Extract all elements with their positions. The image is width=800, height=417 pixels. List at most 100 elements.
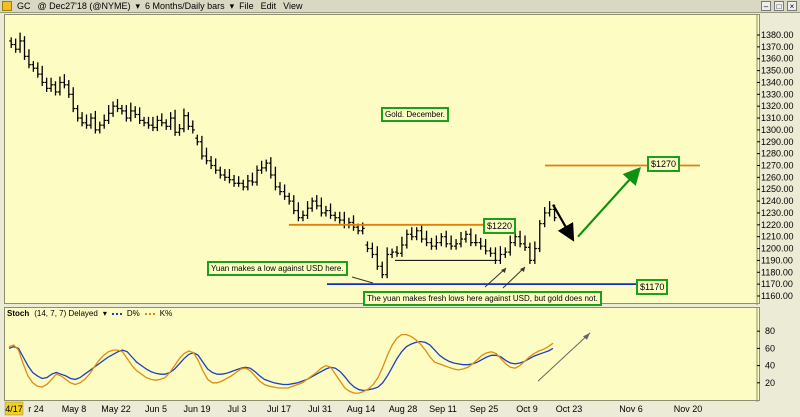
ohlc-bar (273, 166, 278, 191)
y-tick-label: 1260.00 (761, 172, 794, 182)
ohlc-bar (385, 247, 390, 279)
ohlc-bar (218, 166, 223, 179)
y-tick-label: 1370.00 (761, 42, 794, 52)
y-tick-label: 1230.00 (761, 208, 794, 218)
yuan-fresh-pointer (484, 267, 507, 288)
y-tick-label: 1280.00 (761, 149, 794, 159)
ohlc-bar (245, 174, 250, 191)
ohlc-bar (473, 234, 478, 247)
y-tick-label: 1190.00 (761, 255, 793, 265)
ohlc-bar (314, 195, 319, 210)
ohlc-bar (337, 211, 342, 224)
maximize-icon[interactable]: □ (774, 1, 784, 11)
ohlc-bar (80, 112, 85, 127)
y-tick-label: 1340.00 (761, 77, 794, 87)
ohlc-bar (527, 242, 532, 264)
ohlc-bar (177, 123, 182, 136)
ohlc-bar (310, 197, 315, 212)
ohlc-bar (351, 215, 356, 231)
title-bar: GC @ Dec27'18 (@NYME) ▾ 6 Months/Daily b… (0, 0, 800, 13)
x-tick-label: 4/17 (5, 404, 23, 414)
ohlc-bar (97, 121, 102, 134)
ohlc-bar (88, 113, 93, 129)
ohlc-bar (395, 246, 399, 257)
y-tick-label: 1180.00 (761, 267, 793, 277)
x-tick-label: Jun 19 (183, 404, 210, 414)
stoch-y-tick-label: 20 (765, 378, 775, 388)
stochastic-chart-svg[interactable]: 20 40 60 80 (5, 308, 800, 402)
ohlc-bar (155, 115, 160, 132)
x-tick-label: Sep 11 (429, 404, 457, 414)
yuan-low-annotation: Yuan makes a low against USD here. (207, 261, 348, 276)
contract-selector[interactable]: @ Dec27'18 (@NYME) (37, 1, 131, 11)
close-icon[interactable]: × (787, 1, 797, 11)
stoch-y-tick-label: 40 (765, 361, 775, 371)
ohlc-bar (71, 87, 76, 113)
k-line-legend-swatch (144, 312, 155, 315)
ohlc-bar (66, 80, 71, 98)
ohlc-bar (319, 197, 324, 217)
timeframe-selector[interactable]: 6 Months/Daily bars (145, 1, 225, 11)
x-tick-label: r 24 (28, 404, 44, 414)
ohlc-bar (370, 242, 375, 259)
menu-file[interactable]: File (239, 1, 254, 11)
ohlc-bar (493, 247, 498, 264)
contract-dropdown-icon[interactable]: ▾ (135, 1, 141, 11)
y-tick-label: 1310.00 (761, 113, 794, 123)
ohlc-bar (168, 112, 173, 130)
ohlc-bar (102, 114, 107, 129)
symbol-label[interactable]: GC (17, 1, 31, 11)
stoch-params-dropdown-icon[interactable]: ▾ (102, 309, 107, 318)
x-tick-label: Aug 28 (389, 404, 418, 414)
ohlc-bar (142, 116, 147, 127)
ohlc-bar (199, 135, 204, 160)
ohlc-bar (164, 119, 169, 130)
ohlc-bar (419, 224, 424, 243)
price-label-1270: $1270 (647, 156, 681, 172)
ohlc-bar (259, 160, 264, 174)
ohlc-bar (483, 239, 488, 255)
ohlc-bar (503, 247, 508, 259)
ohlc-bar (449, 235, 454, 250)
menu-edit[interactable]: Edit (260, 1, 277, 11)
ohlc-bar (106, 104, 111, 124)
ohlc-bar (454, 239, 459, 250)
ohlc-bar (287, 192, 292, 205)
x-tick-label: Oct 9 (516, 404, 538, 414)
y-tick-label: 1350.00 (761, 66, 794, 76)
ohlc-bar (328, 203, 333, 219)
menu-view[interactable]: View (283, 1, 303, 11)
timeframe-dropdown-icon[interactable]: ▾ (229, 1, 235, 11)
ohlc-bar (93, 110, 98, 134)
ohlc-bar (282, 184, 287, 200)
ohlc-bar (213, 158, 218, 174)
ohlc-bar (414, 227, 419, 241)
ohlc-bar (375, 246, 380, 270)
ohlc-bar (268, 157, 273, 179)
y-tick-label: 1160.00 (761, 291, 793, 301)
ohlc-bar (40, 65, 45, 87)
yuan-fresh-pointer (502, 266, 526, 289)
y-tick-label: 1200.00 (761, 244, 794, 254)
x-tick-label: Jun 5 (145, 404, 167, 414)
ohlc-bar (434, 235, 439, 250)
y-tick-label: 1170.00 (761, 279, 793, 289)
d-line-legend-swatch (111, 312, 122, 315)
ohlc-bar (508, 235, 513, 256)
yuan-low-pointer (351, 276, 374, 284)
ohlc-bar (459, 231, 463, 248)
ohlc-bar (204, 147, 209, 165)
ohlc-bar (44, 77, 49, 92)
stoch-trend-arrow (537, 332, 591, 382)
stoch-title: Stoch (7, 309, 30, 318)
y-tick-label: 1360.00 (761, 54, 794, 64)
price-chart-panel[interactable]: 1160.00 1170.00 1180.00 1190.00 1200.00 1210.… (4, 14, 794, 306)
stoch-y-tick-label: 60 (765, 343, 775, 353)
ohlc-bar (186, 112, 191, 130)
stochastic-panel[interactable]: 20 40 60 80 Stoch (14, 7, 7) Delayed ▾ D% K… (4, 307, 775, 402)
minimize-icon[interactable]: – (761, 1, 771, 11)
ohlc-bar (137, 107, 142, 124)
ohlc-bar (424, 230, 429, 247)
